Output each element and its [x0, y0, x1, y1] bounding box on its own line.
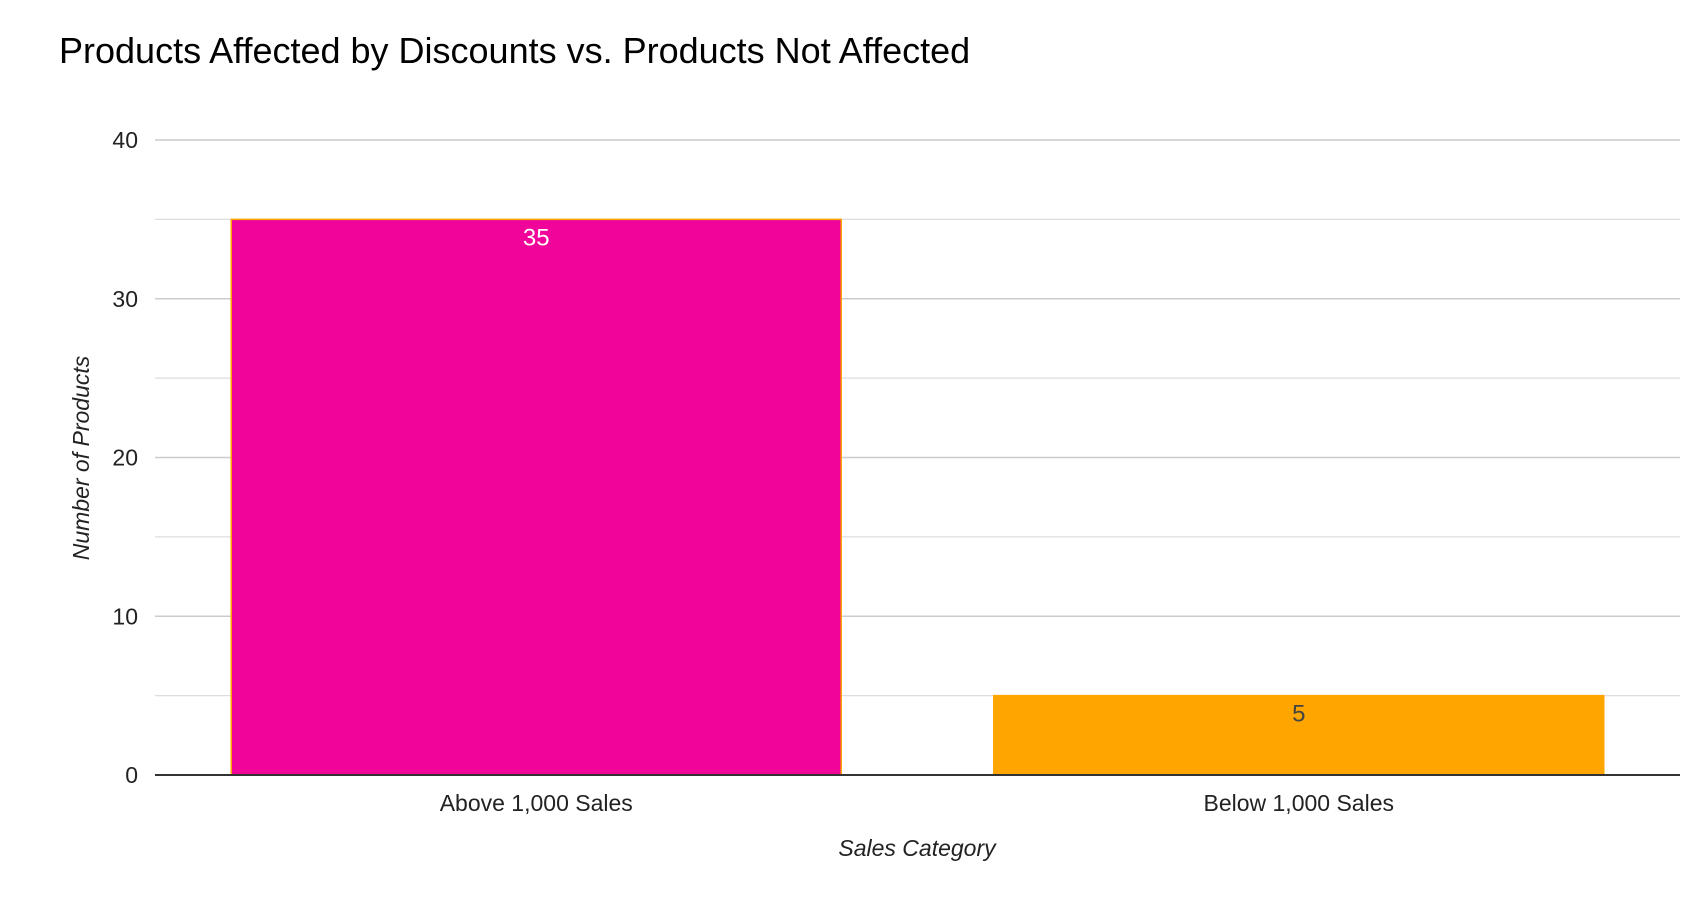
bar — [993, 694, 1605, 776]
y-tick-label: 40 — [112, 127, 138, 153]
x-tick-label: Above 1,000 Sales — [440, 790, 633, 816]
bars — [230, 218, 1605, 776]
y-tick-label: 10 — [112, 603, 138, 629]
x-axis-title: Sales Category — [838, 835, 997, 861]
bar — [230, 218, 842, 776]
x-tick-label: Below 1,000 Sales — [1203, 790, 1394, 816]
y-tick-label: 0 — [125, 762, 138, 788]
data-label: 35 — [523, 224, 550, 251]
y-tick-label: 30 — [112, 286, 138, 312]
chart-title: Products Affected by Discounts vs. Produ… — [59, 30, 970, 71]
y-tick-label: 20 — [112, 445, 138, 471]
y-axis-ticks: 0 10 20 30 40 — [112, 127, 138, 788]
data-labels: 35 5 — [523, 224, 1306, 727]
data-label: 5 — [1292, 701, 1305, 728]
x-axis-ticks: Above 1,000 Sales Below 1,000 Sales — [440, 790, 1394, 816]
y-axis-title: Number of Products — [68, 355, 94, 560]
